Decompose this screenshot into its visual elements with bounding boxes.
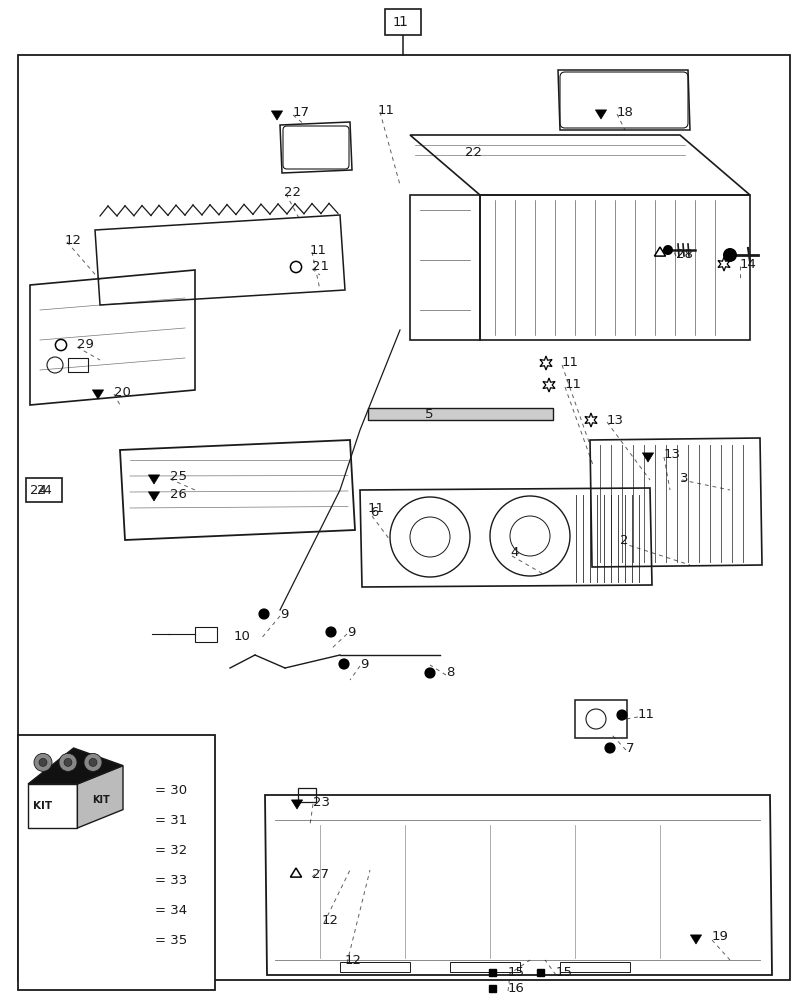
- Text: 11: 11: [562, 357, 579, 369]
- Bar: [450, 962, 520, 972]
- Text: 12: 12: [345, 954, 362, 966]
- Bar: [68, 358, 88, 372]
- Bar: [340, 962, 410, 972]
- Text: 10: 10: [234, 630, 250, 643]
- Text: 14: 14: [740, 257, 757, 270]
- Text: = 33: = 33: [155, 874, 187, 886]
- Text: 23: 23: [313, 796, 330, 808]
- Text: 25: 25: [170, 471, 187, 484]
- Text: 5: 5: [425, 408, 434, 420]
- Text: 18: 18: [617, 105, 633, 118]
- Text: 24: 24: [30, 484, 46, 496]
- Text: 1: 1: [393, 15, 402, 28]
- Bar: [368, 408, 553, 420]
- Circle shape: [617, 710, 627, 720]
- Text: 11: 11: [368, 502, 385, 514]
- Circle shape: [723, 248, 737, 262]
- Circle shape: [259, 609, 269, 619]
- Text: 12: 12: [322, 914, 339, 926]
- Polygon shape: [28, 748, 123, 784]
- Circle shape: [64, 758, 72, 766]
- Text: 11: 11: [638, 708, 655, 722]
- Text: 2: 2: [620, 534, 629, 546]
- Text: 9: 9: [360, 658, 368, 670]
- Bar: [26, 478, 62, 502]
- Text: 24: 24: [36, 484, 52, 496]
- Polygon shape: [642, 453, 654, 462]
- Circle shape: [663, 245, 673, 255]
- Circle shape: [326, 627, 336, 637]
- Text: 15: 15: [508, 966, 525, 978]
- Bar: [489, 968, 495, 976]
- Text: = 34: = 34: [155, 904, 187, 916]
- Text: 21: 21: [312, 260, 329, 273]
- Bar: [575, 700, 627, 738]
- Text: KIT: KIT: [92, 795, 110, 805]
- Text: 29: 29: [77, 338, 94, 352]
- Text: 11: 11: [565, 378, 582, 391]
- Bar: [489, 984, 495, 992]
- Text: 17: 17: [293, 106, 310, 119]
- Text: 19: 19: [712, 930, 729, 944]
- Bar: [560, 962, 630, 972]
- Polygon shape: [149, 475, 160, 484]
- Polygon shape: [133, 908, 144, 917]
- Text: 11: 11: [378, 104, 395, 116]
- Text: KIT: KIT: [32, 801, 52, 811]
- Text: 22: 22: [465, 145, 482, 158]
- Bar: [18, 735, 215, 990]
- Bar: [134, 816, 141, 824]
- Text: 28: 28: [676, 247, 693, 260]
- Bar: [385, 9, 421, 35]
- Circle shape: [425, 668, 435, 678]
- Text: 13: 13: [607, 414, 624, 426]
- Text: 26: 26: [170, 488, 187, 500]
- Polygon shape: [271, 111, 283, 120]
- Bar: [298, 788, 316, 802]
- Text: 7: 7: [626, 742, 634, 754]
- Text: 13: 13: [664, 448, 681, 462]
- Text: 1: 1: [398, 15, 407, 29]
- Text: 9: 9: [280, 607, 288, 620]
- Polygon shape: [92, 390, 103, 399]
- Text: 27: 27: [312, 868, 329, 882]
- Text: 15: 15: [556, 966, 573, 978]
- Circle shape: [34, 753, 52, 771]
- Circle shape: [339, 659, 349, 669]
- Circle shape: [605, 743, 615, 753]
- Text: 8: 8: [446, 666, 454, 680]
- Circle shape: [59, 753, 77, 771]
- Text: 11: 11: [310, 243, 327, 256]
- Text: = 32: = 32: [155, 844, 187, 856]
- Polygon shape: [595, 110, 607, 119]
- Bar: [537, 968, 544, 976]
- Text: = 35: = 35: [155, 934, 187, 946]
- Polygon shape: [690, 935, 701, 944]
- Polygon shape: [28, 784, 78, 828]
- Text: 22: 22: [284, 186, 301, 198]
- Polygon shape: [78, 766, 123, 828]
- Circle shape: [84, 753, 102, 771]
- Circle shape: [89, 758, 97, 766]
- Text: 16: 16: [508, 982, 525, 994]
- Bar: [195, 627, 217, 642]
- Text: 9: 9: [347, 626, 356, 639]
- Text: 6: 6: [370, 506, 378, 520]
- Circle shape: [39, 758, 47, 766]
- Text: 20: 20: [114, 385, 131, 398]
- Polygon shape: [292, 800, 303, 809]
- Polygon shape: [149, 492, 160, 501]
- Text: = 31: = 31: [155, 814, 187, 826]
- Circle shape: [133, 785, 143, 795]
- Text: 3: 3: [680, 472, 688, 485]
- Text: = 30: = 30: [155, 784, 187, 796]
- Text: 4: 4: [510, 546, 519, 560]
- Text: 12: 12: [65, 233, 82, 246]
